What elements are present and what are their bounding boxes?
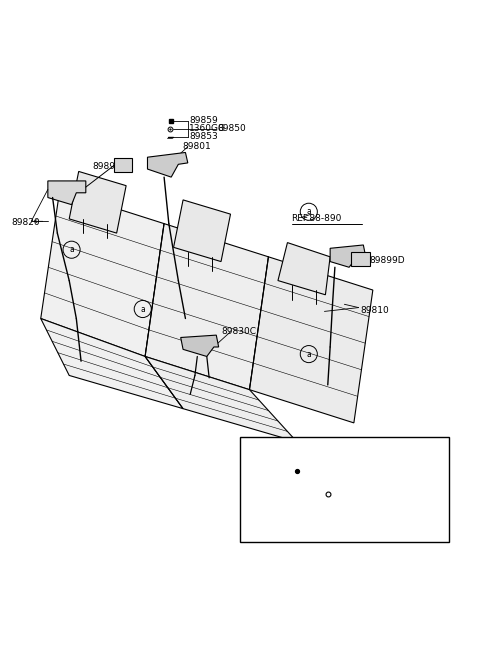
Polygon shape xyxy=(48,181,86,205)
Text: 89899D: 89899D xyxy=(92,162,128,171)
Polygon shape xyxy=(250,257,373,423)
Text: 88878: 88878 xyxy=(278,447,307,456)
Polygon shape xyxy=(278,243,330,295)
Polygon shape xyxy=(41,190,164,356)
Polygon shape xyxy=(69,171,126,233)
Text: 89820: 89820 xyxy=(12,218,40,227)
Text: a: a xyxy=(257,445,261,453)
Text: 89859: 89859 xyxy=(189,116,218,125)
Text: a: a xyxy=(306,350,311,359)
Polygon shape xyxy=(330,245,366,267)
FancyBboxPatch shape xyxy=(351,252,370,266)
Text: 89801: 89801 xyxy=(182,142,211,152)
Bar xyxy=(240,437,449,541)
Text: 88877: 88877 xyxy=(316,511,345,520)
Text: a: a xyxy=(69,245,74,255)
Polygon shape xyxy=(180,335,219,356)
FancyBboxPatch shape xyxy=(114,158,132,173)
Polygon shape xyxy=(145,224,268,390)
Text: 89830C: 89830C xyxy=(221,327,256,336)
Polygon shape xyxy=(147,152,188,177)
Text: 89850: 89850 xyxy=(218,124,246,133)
Text: a: a xyxy=(306,207,311,216)
Text: 89810: 89810 xyxy=(360,306,389,315)
Polygon shape xyxy=(41,319,183,409)
Polygon shape xyxy=(145,356,297,442)
Text: 1360GG: 1360GG xyxy=(189,124,226,133)
Text: 89853: 89853 xyxy=(189,133,218,141)
Text: REF.88-890: REF.88-890 xyxy=(291,215,342,224)
Text: a: a xyxy=(140,304,145,314)
Text: 89899D: 89899D xyxy=(370,256,405,265)
Polygon shape xyxy=(174,200,230,262)
